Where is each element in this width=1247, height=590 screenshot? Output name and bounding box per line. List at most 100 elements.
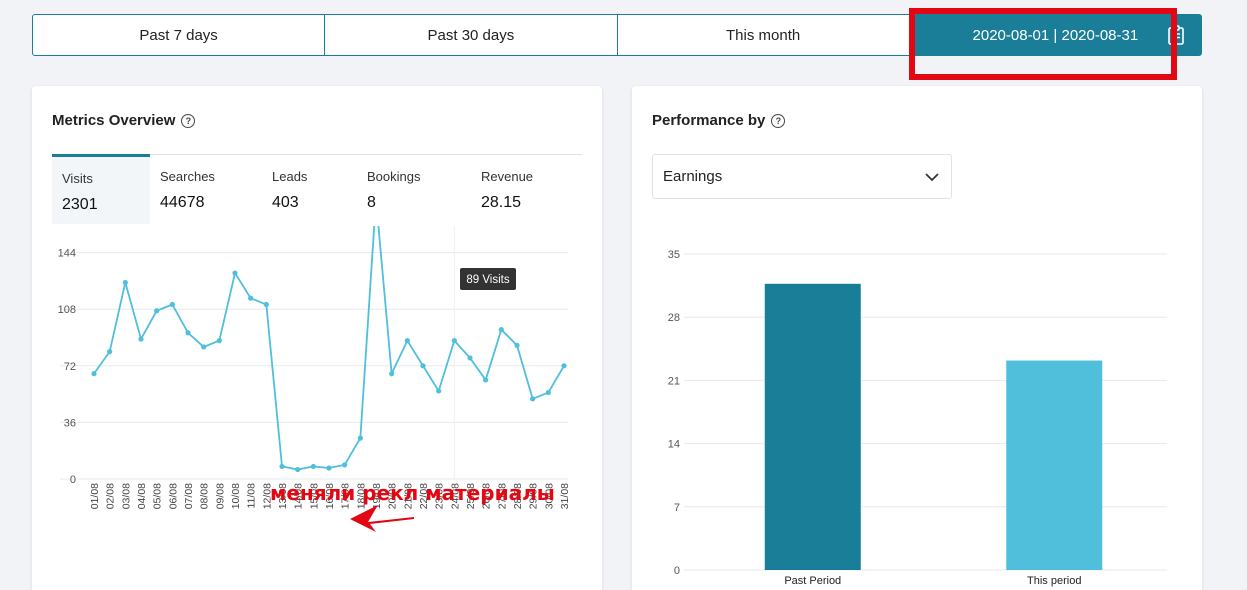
data-point <box>295 466 301 473</box>
data-point <box>107 349 113 355</box>
y-tick-label: 21 <box>668 375 680 387</box>
x-tick-label: 12/08 <box>261 483 273 509</box>
metric-tabs: Visits 2301 Searches 44678 Leads 403 Boo… <box>52 154 582 224</box>
tab-label: Searches <box>160 169 215 184</box>
help-icon[interactable]: ? <box>181 113 196 128</box>
tooltip-bg <box>460 268 516 290</box>
x-tick-label: 23/08 <box>434 483 446 509</box>
x-tick-label: 09/08 <box>214 483 226 509</box>
x-tick-label: 04/08 <box>136 483 148 509</box>
tab-bookings[interactable]: Bookings 8 <box>357 155 471 225</box>
x-tick-label: 13/08 <box>277 483 289 509</box>
data-point <box>357 435 363 441</box>
data-point <box>122 279 128 286</box>
x-tick-label: 02/08 <box>105 483 117 509</box>
data-point <box>248 295 254 301</box>
data-point <box>342 462 348 468</box>
tab-visits[interactable]: Visits 2301 <box>52 154 150 224</box>
data-point <box>498 327 504 333</box>
data-point <box>154 308 160 314</box>
x-tick-label: 18/08 <box>355 483 367 509</box>
annotation-arrow <box>350 505 414 532</box>
data-point <box>169 301 175 308</box>
x-tick-label: 30/08 <box>543 483 555 509</box>
performance-card: Performance by ? Earnings 0 7 14 21 28 35 Past… <box>632 86 1202 590</box>
x-tick-label: Past Period <box>784 575 841 587</box>
tab-searches[interactable]: Searches 44678 <box>150 155 262 225</box>
data-point <box>185 330 191 336</box>
performance-title-text: Performance by <box>652 112 766 129</box>
tab-value: 2301 <box>62 196 98 213</box>
range-this-month-button[interactable]: This month <box>618 15 910 55</box>
metrics-title: Metrics Overview ? <box>52 112 196 129</box>
x-tick-label: 10/08 <box>230 483 242 509</box>
data-point <box>420 363 426 369</box>
x-tick-label: 17/08 <box>340 483 352 509</box>
tab-value: 403 <box>272 194 299 211</box>
data-point <box>389 371 395 377</box>
y-tick-label: 36 <box>64 417 76 429</box>
data-point <box>91 371 97 377</box>
data-point <box>263 301 269 308</box>
tab-value: 44678 <box>160 194 205 211</box>
tab-value: 8 <box>367 194 376 211</box>
chart-tooltip: 89 Visits <box>460 268 516 290</box>
y-tick-label: 7 <box>674 502 680 514</box>
x-tick-label: 19/08 <box>371 483 383 509</box>
range-custom-button[interactable]: 2020-08-01 | 2020-08-31 <box>909 15 1201 55</box>
x-tick-label: 25/08 <box>465 483 477 509</box>
range-past-7-days-button[interactable]: Past 7 days <box>33 15 326 55</box>
x-tick-label: 24/08 <box>449 483 461 509</box>
y-tick-label: 108 <box>58 304 76 316</box>
help-icon[interactable]: ? <box>771 113 786 128</box>
data-point <box>326 465 332 471</box>
y-tick-label: 0 <box>70 474 76 486</box>
custom-range-label: 2020-08-01 | 2020-08-31 <box>972 26 1139 44</box>
data-point <box>561 363 567 369</box>
data-point <box>216 338 222 344</box>
y-tick-label: 35 <box>668 249 680 261</box>
chevron-down-icon <box>925 172 939 181</box>
series-line <box>93 226 565 471</box>
data-point <box>467 355 473 361</box>
x-tick-label: 06/08 <box>167 483 179 509</box>
x-tick-label: 11/08 <box>246 483 258 509</box>
data-point <box>138 336 144 342</box>
x-tick-label: 31/08 <box>559 483 571 509</box>
x-tick-label: 05/08 <box>152 483 164 509</box>
tooltip-text: 89 Visits <box>466 274 510 286</box>
data-point <box>483 377 489 383</box>
data-point <box>545 389 551 396</box>
x-tick-label: 01/08 <box>89 483 101 509</box>
metrics-title-text: Metrics Overview <box>52 112 176 129</box>
tab-value: 28.15 <box>481 194 522 211</box>
y-tick-label: 72 <box>64 361 76 373</box>
calendar-icon[interactable] <box>1167 25 1185 45</box>
performance-metric-select[interactable]: Earnings <box>652 154 952 199</box>
visits-line-chart: 0367210814418001/0802/0803/0804/0805/080… <box>58 226 571 532</box>
data-point <box>451 338 457 344</box>
x-tick-label: This period <box>1027 575 1081 587</box>
x-tick-label: 15/08 <box>308 483 320 509</box>
data-point <box>530 396 536 402</box>
annotation-text: меняли рекл материалы <box>270 481 555 505</box>
data-point <box>436 388 442 394</box>
tab-label: Leads <box>272 169 308 184</box>
range-past-30-days-button[interactable]: Past 30 days <box>325 15 618 55</box>
metrics-overview-card: Metrics Overview ? Visits 2301 Searches … <box>32 86 602 590</box>
y-tick-label: 14 <box>668 439 680 451</box>
data-point <box>514 342 520 348</box>
data-point <box>201 344 207 350</box>
tab-label: Bookings <box>367 169 421 184</box>
tab-leads[interactable]: Leads 403 <box>262 155 357 225</box>
y-tick-label: 28 <box>668 312 680 324</box>
data-point <box>404 338 410 344</box>
data-point <box>310 463 316 470</box>
bar <box>1006 360 1103 570</box>
tab-revenue[interactable]: Revenue 28.15 <box>471 155 571 225</box>
x-tick-label: 16/08 <box>324 483 336 509</box>
x-tick-label: 20/08 <box>387 483 399 509</box>
x-tick-label: 08/08 <box>199 483 211 509</box>
date-range-selector: Past 7 days Past 30 days This month 2020… <box>32 14 1202 56</box>
bar <box>764 283 861 570</box>
